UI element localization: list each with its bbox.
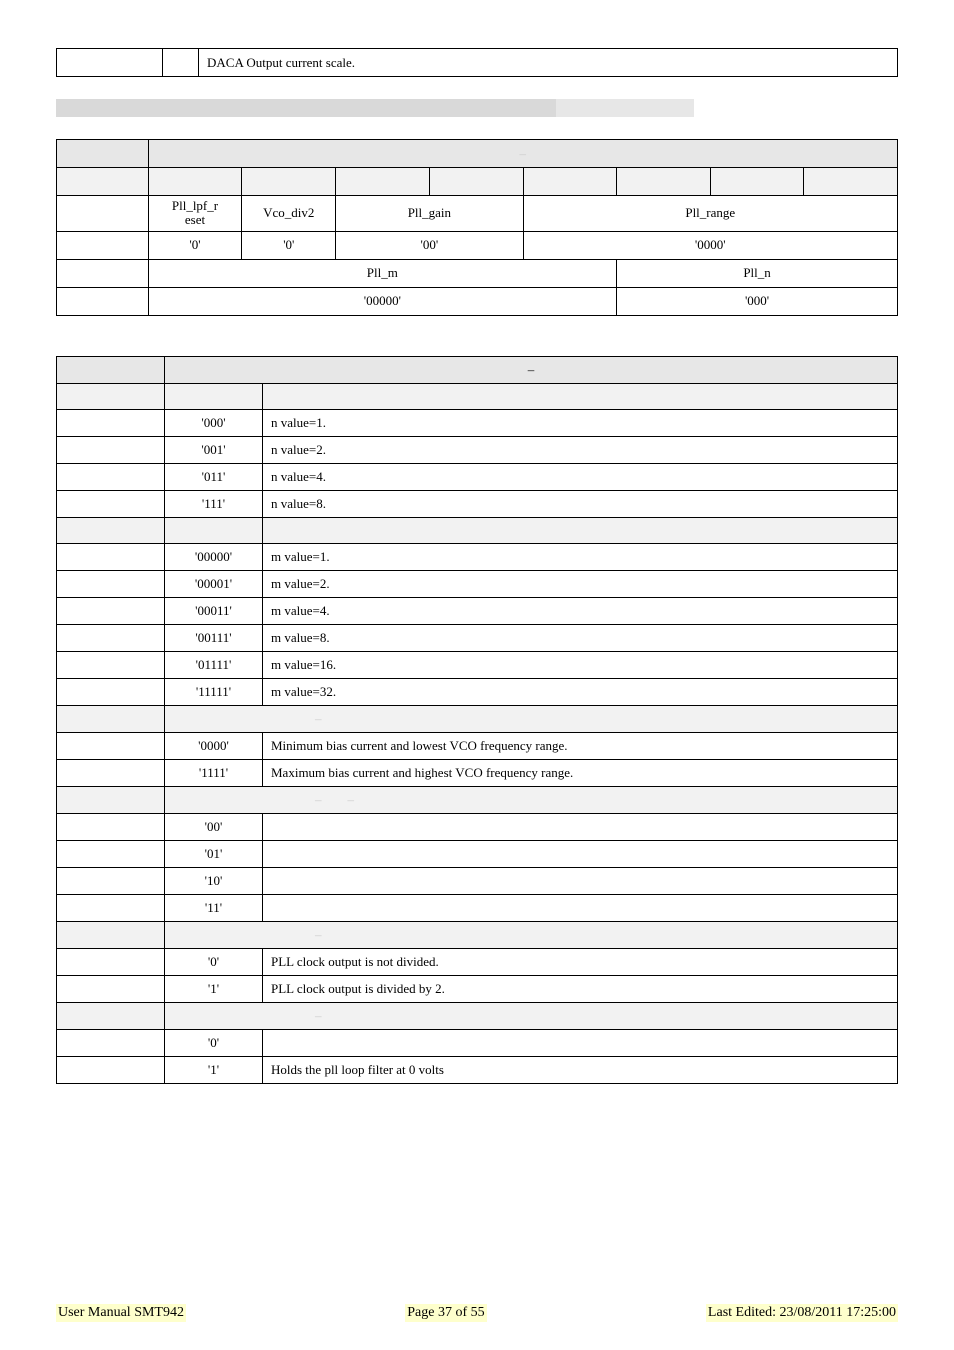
footer-left: User Manual SMT942 [56, 1304, 186, 1322]
reg-bit-7 [148, 168, 242, 196]
reg-mn-m: Pll_m [148, 259, 617, 287]
reg-field-gain: Pll_gain [336, 196, 523, 232]
reg-def-range: '0000' [523, 231, 897, 259]
desc-row-div2-1: '1'PLL clock output is divided by 2. [57, 975, 898, 1002]
desc-row-range-0: '0000'Minimum bias current and lowest VC… [57, 732, 898, 759]
desc-row-lpf-0: '0' [57, 1029, 898, 1056]
sect-gain-dash: – – [315, 792, 354, 807]
desc-hdr-row: – [57, 356, 898, 383]
desc-row-div2-0: '0'PLL clock output is not divided. [57, 948, 898, 975]
desc-subhdr-desc [263, 383, 898, 409]
sect-div2-dash: – [315, 927, 322, 942]
reg-hdr-main: – [148, 140, 897, 168]
desc-row-gain-2: '10' [57, 867, 898, 894]
reg-bit-5 [336, 168, 430, 196]
top-cell-2 [163, 49, 199, 77]
reg-field-range: Pll_range [523, 196, 897, 232]
desc-sect-gain: – – [57, 786, 898, 813]
footer-mid: Page 37 of 55 [405, 1304, 486, 1322]
desc-subhdr-row [57, 383, 898, 409]
top-cell-1 [57, 49, 163, 77]
desc-row-m-5: '11111'm value=32. [57, 678, 898, 705]
page-footer: User Manual SMT942 Page 37 of 55 Last Ed… [56, 1304, 898, 1322]
desc-row-m-0: '00000'm value=1. [57, 543, 898, 570]
reg-default-label [57, 231, 149, 259]
footer-right: Last Edited: 23/08/2011 17:25:00 [706, 1304, 898, 1322]
desc-sect-range: – [57, 705, 898, 732]
reg-field-vco: Vco_div2 [242, 196, 336, 232]
reg-bitnum-label [57, 168, 149, 196]
reg-bit-6 [242, 168, 336, 196]
reg-mn-label [57, 259, 149, 287]
desc-sect-m [57, 517, 898, 543]
desc-row-gain-0: '00' [57, 813, 898, 840]
desc-row-lpf-1: '1'Holds the pll loop filter at 0 volts [57, 1056, 898, 1083]
reg-fieldname-label [57, 196, 149, 232]
desc-sect-div2: – [57, 921, 898, 948]
desc-hdr-name [57, 356, 165, 383]
reg-mn-row: Pll_m Pll_n [57, 259, 898, 287]
desc-row-m-2: '00011'm value=4. [57, 597, 898, 624]
top-fragment-table: DACA Output current scale. [56, 48, 898, 77]
reg-def-vco: '0' [242, 231, 336, 259]
reg-header-row: – [57, 140, 898, 168]
top-cell-desc: DACA Output current scale. [199, 49, 898, 77]
desc-row-n-0: '000'n value=1. [57, 409, 898, 436]
reg-def-gain: '00' [336, 231, 523, 259]
desc-row-m-3: '00111'm value=8. [57, 624, 898, 651]
section-dash: – [266, 101, 272, 116]
reg-mnval-label [57, 287, 149, 315]
reg-bitnum-row [57, 168, 898, 196]
reg-bit-1 [710, 168, 804, 196]
description-table: – '000'n value=1. '001'n value=2. '011'n… [56, 356, 898, 1084]
reg-mnval-n: '000' [617, 287, 898, 315]
reg-mnval-row: '00000' '000' [57, 287, 898, 315]
section-bar-right [556, 99, 694, 117]
reg-hdr-dash: – [520, 146, 527, 161]
reg-bit-4 [429, 168, 523, 196]
reg-mnval-m: '00000' [148, 287, 617, 315]
section-bar: – [56, 99, 898, 117]
desc-row-n-2: '011'n value=4. [57, 463, 898, 490]
desc-row-n-1: '001'n value=2. [57, 436, 898, 463]
reg-mn-n: Pll_n [617, 259, 898, 287]
desc-row-range-1: '1111'Maximum bias current and highest V… [57, 759, 898, 786]
desc-sect-lpf: – [57, 1002, 898, 1029]
desc-row-gain-3: '11' [57, 894, 898, 921]
sect-lpf-dash: – [315, 1008, 322, 1023]
desc-subhdr-name [57, 383, 165, 409]
reg-hdr-label [57, 140, 149, 168]
reg-field-lpf: Pll_lpf_reset [148, 196, 242, 232]
page: DACA Output current scale. – – [0, 0, 954, 1350]
reg-bit-0 [804, 168, 898, 196]
reg-default-row: '0' '0' '00' '0000' [57, 231, 898, 259]
desc-row-gain-1: '01' [57, 840, 898, 867]
reg-bit-3 [523, 168, 617, 196]
desc-hdr-dash: – [528, 362, 535, 377]
desc-row-m-4: '01111'm value=16. [57, 651, 898, 678]
desc-row-n-3: '111'n value=8. [57, 490, 898, 517]
reg-def-lpf: '0' [148, 231, 242, 259]
register-table: – Pll_lpf_reset Vco_div2 Pll_gain Pll_ra… [56, 139, 898, 316]
section-bar-left: – [56, 99, 556, 117]
reg-bit-2 [617, 168, 711, 196]
desc-hdr-main: – [165, 356, 898, 383]
desc-subhdr-val [165, 383, 263, 409]
desc-row-m-1: '00001'm value=2. [57, 570, 898, 597]
sect-range-dash: – [315, 711, 322, 726]
reg-fieldname-row: Pll_lpf_reset Vco_div2 Pll_gain Pll_rang… [57, 196, 898, 232]
